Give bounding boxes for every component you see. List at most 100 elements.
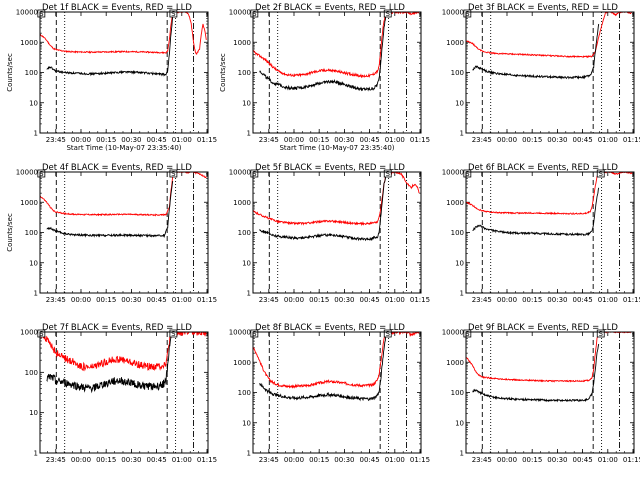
saa-marker-label: S: [252, 330, 257, 338]
saa-marker-box: [37, 329, 46, 338]
x-tick-label: 23:45: [472, 456, 492, 464]
plot-frame: [252, 171, 422, 294]
event-rate-line: [259, 176, 387, 242]
saa-marker-box: [250, 9, 259, 18]
saa-marker-label: S: [171, 330, 176, 338]
y-axis-label: Counts/sec: [6, 213, 14, 252]
x-tick-label: 00:00: [284, 296, 304, 304]
x-tick-label: 23:45: [259, 456, 279, 464]
y-tick-label: 10: [242, 99, 251, 107]
x-tick-label: 00:45: [572, 456, 592, 464]
y-tick-label: 10: [29, 99, 38, 107]
panel-title: Det 8f BLACK = Events, RED = LLD: [255, 323, 405, 333]
x-tick-label: 00:00: [497, 296, 517, 304]
y-tick-label: 1: [247, 290, 251, 298]
y-tick-label: 10000: [16, 169, 38, 177]
saa-marker-label: S: [465, 330, 470, 338]
x-tick-label: 01:00: [598, 456, 618, 464]
y-tick-label: 1000: [233, 199, 251, 207]
saa-marker-box: [463, 329, 472, 338]
x-tick-label: 01:15: [623, 136, 640, 144]
x-tick-label: 00:15: [309, 296, 329, 304]
saa-marker-box: [169, 169, 178, 178]
x-tick-label: 00:30: [121, 296, 141, 304]
y-tick-label: 100: [25, 69, 38, 77]
saa-marker-label: S: [465, 10, 470, 18]
x-tick-label: 00:15: [522, 456, 542, 464]
x-tick-label: 00:00: [284, 456, 304, 464]
x-tick-label: 00:00: [71, 296, 91, 304]
panel-title: Det 5f BLACK = Events, RED = LLD: [255, 163, 405, 173]
panel-title: Det 7f BLACK = Events, RED = LLD: [42, 323, 192, 333]
y-tick-label: 10000: [229, 169, 251, 177]
x-tick-label: 01:00: [598, 136, 618, 144]
x-tick-label: 00:45: [572, 296, 592, 304]
x-tick-label: 01:00: [385, 136, 405, 144]
saa-marker-label: S: [39, 10, 44, 18]
y-tick-label: 1000: [20, 329, 38, 337]
x-tick-label: 01:00: [598, 296, 618, 304]
chart-panel-9: Det 9f BLACK = Events, RED = LLD 1 10 100 10…: [442, 323, 640, 464]
y-tick-label: 1000: [446, 39, 464, 47]
y-tick-label: 1000: [446, 199, 464, 207]
event-rate-line: [259, 336, 387, 402]
x-tick-label: 00:15: [96, 456, 116, 464]
y-tick-label: 1: [34, 450, 38, 458]
x-tick-label: 00:45: [359, 456, 379, 464]
saa-marker-box: [250, 329, 259, 338]
saa-marker-label: S: [252, 170, 257, 178]
x-tick-label: 00:00: [497, 456, 517, 464]
x-tick-label: 00:30: [547, 136, 567, 144]
saa-marker-label: S: [386, 10, 391, 18]
y-tick-label: 1000: [233, 39, 251, 47]
y-tick-label: 10000: [442, 9, 464, 17]
x-tick-label: 00:45: [359, 136, 379, 144]
event-rate-line: [472, 23, 600, 80]
y-tick-label: 1000: [20, 199, 38, 207]
x-tick-label: 00:45: [359, 296, 379, 304]
saa-marker-label: S: [39, 170, 44, 178]
saa-marker-box: [463, 9, 472, 18]
x-tick-label: 23:45: [46, 456, 66, 464]
x-tick-label: 23:45: [472, 136, 492, 144]
event-rate-line: [46, 181, 174, 239]
saa-marker-label: S: [39, 330, 44, 338]
lld-rate-line: [40, 172, 207, 217]
event-rate-line: [46, 332, 174, 394]
panel-title: Det 3f BLACK = Events, RED = LLD: [468, 3, 618, 13]
plot-frame: [465, 171, 635, 294]
chart-panel-7: Det 7f BLACK = Events, RED = LLD 1 10 100 10…: [20, 323, 217, 464]
x-axis-label: Start Time (10-May-07 23:35:40): [66, 144, 181, 152]
y-tick-label: 100: [238, 69, 251, 77]
x-tick-label: 00:15: [96, 136, 116, 144]
saa-marker-label: S: [599, 330, 604, 338]
plot-frame: [252, 331, 422, 454]
x-tick-label: 00:30: [121, 136, 141, 144]
chart-panel-6: Det 6f BLACK = Events, RED = LLD 1 10 100 10…: [442, 163, 640, 304]
y-tick-label: 10000: [229, 9, 251, 17]
chart-panel-5: Det 5f BLACK = Events, RED = LLD 1 10 100 10…: [229, 163, 430, 304]
y-tick-label: 10: [455, 259, 464, 267]
x-tick-label: 00:00: [284, 136, 304, 144]
y-tick-label: 1: [460, 130, 464, 138]
x-tick-label: 00:15: [522, 136, 542, 144]
panel-title: Det 4f BLACK = Events, RED = LLD: [42, 163, 192, 173]
lld-rate-line: [253, 172, 420, 227]
x-tick-label: 00:15: [309, 456, 329, 464]
y-tick-label: 10: [242, 419, 251, 427]
x-tick-label: 00:15: [522, 296, 542, 304]
y-tick-label: 10: [242, 259, 251, 267]
event-rate-line: [259, 16, 387, 92]
x-tick-label: 01:15: [410, 136, 430, 144]
x-tick-label: 00:15: [96, 296, 116, 304]
x-tick-label: 01:00: [172, 296, 192, 304]
saa-marker-label: S: [386, 170, 391, 178]
y-tick-label: 10: [29, 259, 38, 267]
panel-title: Det 1f BLACK = Events, RED = LLD: [42, 3, 192, 13]
y-tick-label: 100: [451, 389, 464, 397]
x-axis-label: Start Time (10-May-07 23:35:40): [279, 144, 394, 152]
plot-frame: [465, 11, 635, 134]
chart-panel-3: Det 3f BLACK = Events, RED = LLD 1 10 100 10…: [442, 3, 640, 144]
y-tick-label: 1000: [233, 359, 251, 367]
x-tick-label: 01:00: [385, 296, 405, 304]
